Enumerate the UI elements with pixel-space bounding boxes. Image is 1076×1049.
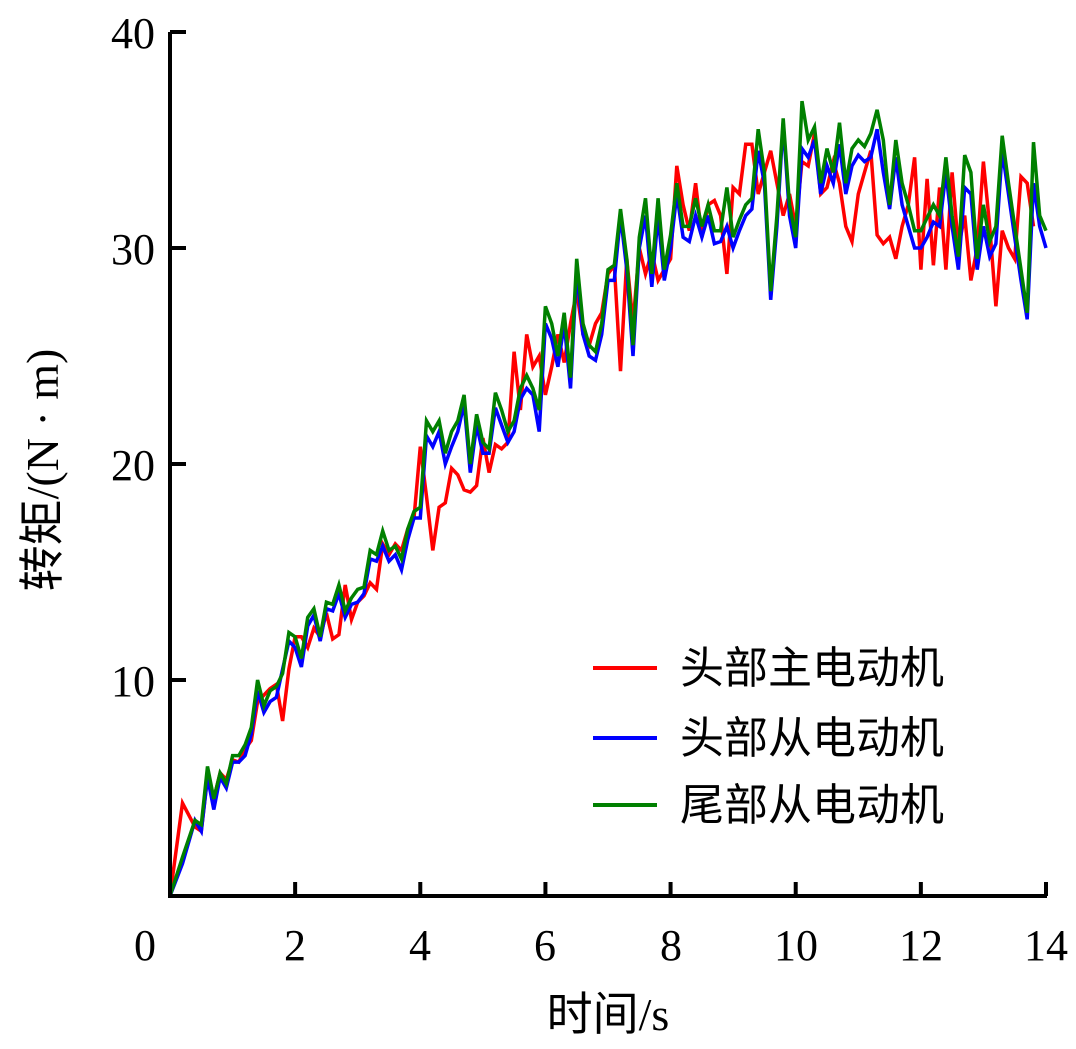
legend-item-tail-slave: 尾部从电动机 <box>593 780 944 831</box>
x-tick-label-12: 12 <box>899 921 943 970</box>
y-tick-label-20: 20 <box>111 441 155 490</box>
x-tick-label-14: 14 <box>1024 921 1068 970</box>
legend-label: 头部主电动机 <box>680 643 944 694</box>
ticks-layer <box>170 30 1048 896</box>
x-tick-label-10: 10 <box>774 921 818 970</box>
x-tick-label-8: 8 <box>660 921 682 970</box>
series-layer <box>168 100 1048 897</box>
y-tick-label-10: 10 <box>111 657 155 706</box>
x-tick-label-0: 0 <box>134 921 156 970</box>
x-axis-title: 时间/s <box>547 989 670 1040</box>
legend-item-head-slave: 头部从电动机 <box>593 713 944 764</box>
legend-label: 尾部从电动机 <box>680 780 944 831</box>
y-axis-title: 转矩/(N · m) <box>17 349 68 592</box>
series-line-2 <box>168 100 1048 897</box>
y-tick-label-40: 40 <box>111 9 155 58</box>
y-tick-label-30: 30 <box>111 225 155 274</box>
x-tick-label-4: 4 <box>409 921 431 970</box>
legend: 头部主电动机 头部从电动机 尾部从电动机 <box>593 643 944 831</box>
legend-label: 头部从电动机 <box>680 713 944 764</box>
x-tick-label-6: 6 <box>534 921 556 970</box>
x-tick-label-2: 2 <box>284 921 306 970</box>
legend-item-head-master: 头部主电动机 <box>593 643 944 694</box>
